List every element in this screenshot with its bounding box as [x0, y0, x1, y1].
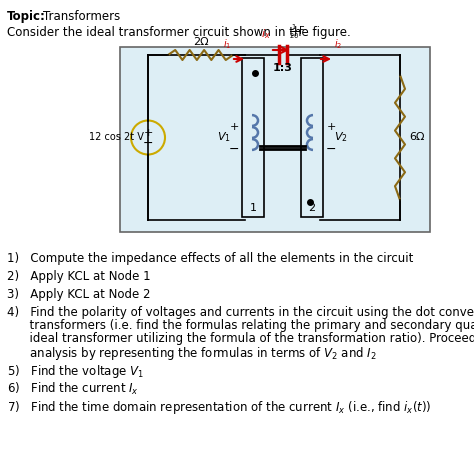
- Text: $i_2$: $i_2$: [334, 37, 342, 51]
- Bar: [242, 58, 264, 217]
- Text: 2Ω: 2Ω: [193, 37, 208, 47]
- Text: $i_x$: $i_x$: [261, 27, 271, 41]
- Text: +: +: [326, 123, 336, 133]
- Text: Topic:: Topic:: [7, 10, 46, 23]
- Text: 1: 1: [249, 203, 256, 213]
- Text: +: +: [229, 123, 239, 133]
- Text: 6Ω: 6Ω: [409, 133, 425, 142]
- Text: 2)   Apply KCL at Node 1: 2) Apply KCL at Node 1: [7, 270, 151, 283]
- Text: Transformers: Transformers: [43, 10, 120, 23]
- Text: 5)   Find the voltage $V_1$: 5) Find the voltage $V_1$: [7, 363, 144, 380]
- Text: 12 cos 2t V: 12 cos 2t V: [89, 133, 144, 142]
- Bar: [120, 47, 430, 232]
- Text: ideal transformer utilizing the formula of the transformation ratio). Proceed wi: ideal transformer utilizing the formula …: [7, 332, 474, 345]
- Text: $\frac{1}{20}$F: $\frac{1}{20}$F: [289, 23, 305, 41]
- Text: −: −: [229, 143, 239, 156]
- Text: $i_1$: $i_1$: [223, 37, 231, 51]
- Text: 1:3: 1:3: [273, 63, 292, 73]
- Text: +: +: [143, 127, 153, 138]
- Text: 1)   Compute the impedance effects of all the elements in the circuit: 1) Compute the impedance effects of all …: [7, 252, 413, 265]
- Text: 2: 2: [309, 203, 316, 213]
- Text: −: −: [326, 143, 336, 156]
- Bar: [301, 58, 323, 217]
- Text: $V_1$: $V_1$: [217, 131, 231, 144]
- Text: Consider the ideal transformer circuit shown in the figure.: Consider the ideal transformer circuit s…: [7, 26, 351, 39]
- Text: 7)   Find the time domain representation of the current $I_x$ (i.e., find $i_x(t: 7) Find the time domain representation o…: [7, 399, 431, 416]
- Text: 6)   Find the current $I_x$: 6) Find the current $I_x$: [7, 381, 139, 397]
- Text: $V_2$: $V_2$: [334, 131, 348, 144]
- Text: transformers (i.e. find the formulas relating the primary and secondary quantiti: transformers (i.e. find the formulas rel…: [7, 319, 474, 332]
- Text: 3)   Apply KCL at Node 2: 3) Apply KCL at Node 2: [7, 288, 151, 301]
- Text: analysis by representing the formulas in terms of $V_2$ and $I_2$: analysis by representing the formulas in…: [7, 345, 377, 362]
- Text: −: −: [143, 137, 153, 150]
- Text: 4)   Find the polarity of voltages and currents in the circuit using the dot con: 4) Find the polarity of voltages and cur…: [7, 306, 474, 319]
